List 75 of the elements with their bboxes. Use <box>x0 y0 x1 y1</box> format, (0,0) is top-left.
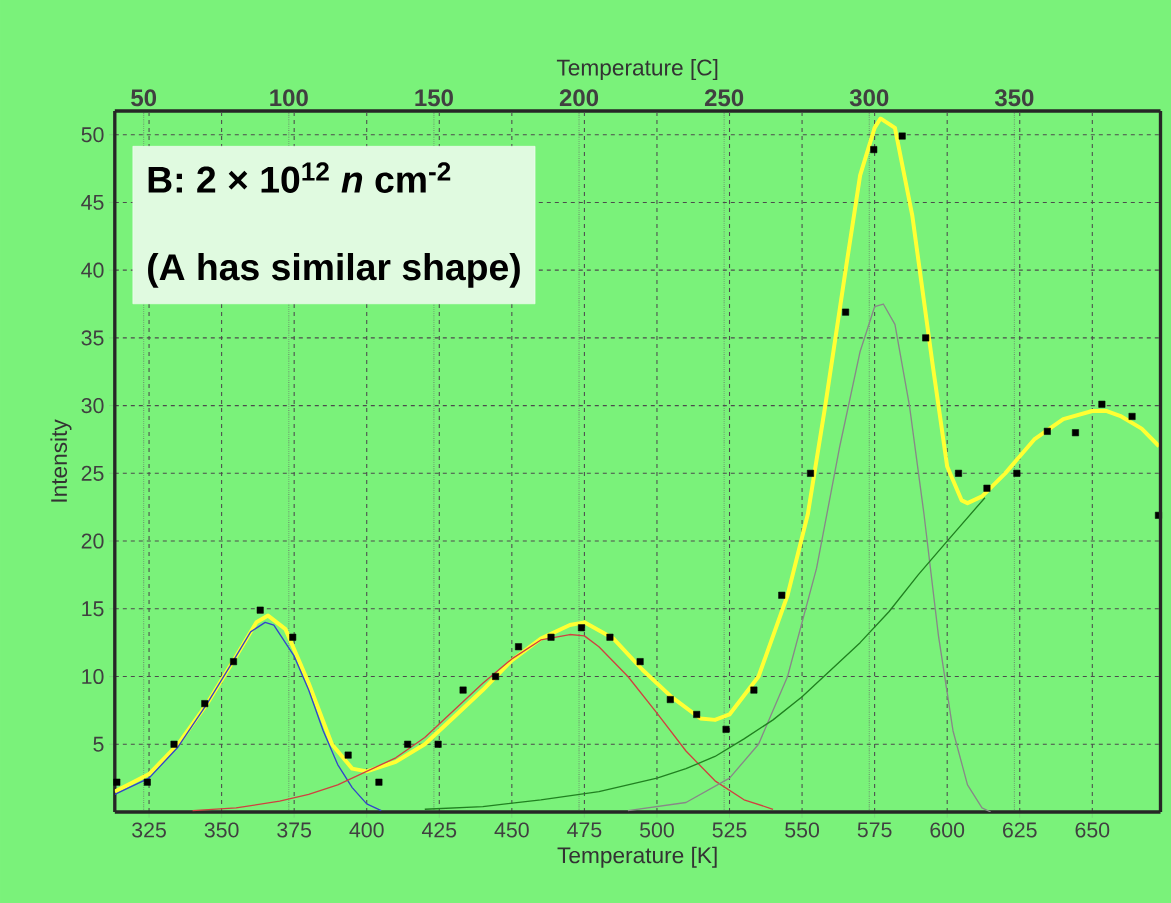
x2-tick-label: 300 <box>849 89 889 107</box>
x2-tick-label: 350 <box>994 89 1034 107</box>
point <box>693 710 701 718</box>
x2-axis-title: Temperature [C] <box>556 58 718 81</box>
x-tick-label: 450 <box>494 822 529 838</box>
line-series <box>627 303 992 812</box>
x-tick-label: 375 <box>277 822 312 838</box>
y-tick-label: 40 <box>81 262 104 278</box>
x-tick-label: 400 <box>349 822 384 838</box>
point <box>750 686 758 694</box>
y-axis-title: Intensity <box>50 419 72 502</box>
x2-tick-label: 50 <box>131 89 157 107</box>
line-series <box>424 497 986 810</box>
x-tick-label: 325 <box>132 822 166 838</box>
point <box>1098 400 1106 408</box>
line-series <box>114 116 1161 794</box>
point <box>459 686 467 694</box>
x-tick-label: 625 <box>1003 822 1037 838</box>
line-series <box>114 621 382 812</box>
point <box>983 484 991 492</box>
point <box>289 633 297 641</box>
point <box>404 740 412 748</box>
point <box>922 334 930 342</box>
point <box>1013 469 1021 477</box>
point <box>842 308 850 316</box>
point <box>230 658 237 666</box>
y-tick-label: 15 <box>82 601 104 617</box>
point <box>344 751 352 759</box>
point <box>807 469 814 477</box>
point <box>547 633 555 641</box>
x2-tick-label: 100 <box>270 89 308 107</box>
point <box>515 643 522 651</box>
point <box>1072 429 1079 437</box>
y-tick-label: 5 <box>93 736 104 752</box>
x-tick-label: 650 <box>1075 822 1110 838</box>
x-tick-label: 500 <box>640 822 674 838</box>
x2-tick-label: 250 <box>704 89 744 107</box>
point <box>1128 412 1136 420</box>
x-tick-label: 425 <box>421 822 457 838</box>
point <box>870 146 878 154</box>
point <box>898 132 906 140</box>
x-tick-label: 575 <box>857 822 892 838</box>
x2-tick-label: 150 <box>415 89 453 107</box>
x-axis-title: Temperature [K] <box>557 846 717 868</box>
point <box>143 778 151 786</box>
x-tick-label: 550 <box>785 822 820 838</box>
point <box>113 778 121 786</box>
point <box>201 700 209 708</box>
point <box>1043 427 1051 435</box>
y-tick-label: 50 <box>81 127 104 143</box>
point <box>606 633 614 641</box>
x-tick-label: 525 <box>712 822 747 838</box>
y-tick-label: 20 <box>81 533 104 549</box>
point <box>170 740 178 748</box>
point <box>778 591 786 599</box>
point <box>434 740 442 748</box>
point <box>955 469 962 477</box>
point <box>256 606 264 614</box>
y-tick-label: 35 <box>81 330 104 346</box>
y-tick-label: 45 <box>81 194 104 210</box>
x-tick-label: 600 <box>930 822 965 838</box>
point <box>375 778 383 786</box>
point <box>492 673 500 680</box>
annotation: (A has similar shape) <box>148 253 520 288</box>
point <box>578 624 585 632</box>
point <box>666 696 674 704</box>
point <box>636 658 644 666</box>
x-tick-label: 350 <box>204 822 239 838</box>
y-tick-label: 25 <box>81 465 104 481</box>
x-tick-label: 475 <box>567 822 602 838</box>
y-tick-label: 10 <box>82 668 104 685</box>
x2-tick-label: 200 <box>559 89 599 107</box>
annotation: B: 2 × 10$^{12}$ n cm$^{-2}$ <box>148 162 451 193</box>
point <box>722 725 730 733</box>
y-tick-label: 30 <box>81 398 104 414</box>
